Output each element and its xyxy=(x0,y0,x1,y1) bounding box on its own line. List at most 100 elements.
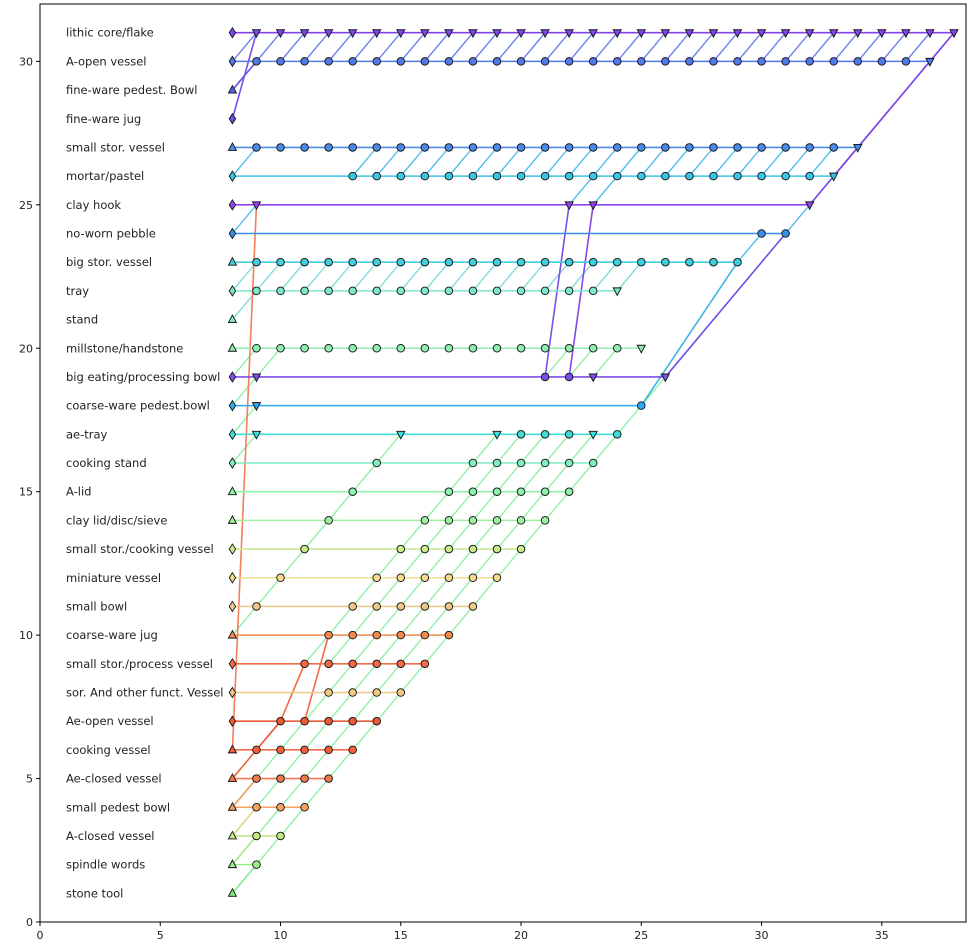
y-tick-label: 0 xyxy=(26,916,33,929)
diamond-marker xyxy=(228,428,237,441)
circle-marker xyxy=(829,57,838,66)
x-tick-label: 0 xyxy=(37,929,44,942)
triangle-down-marker xyxy=(468,29,478,39)
circle-marker xyxy=(492,458,502,468)
diagonal-link xyxy=(592,347,618,378)
circle-marker xyxy=(396,602,406,611)
circle-marker xyxy=(468,516,478,525)
row-label: mortar/pastel xyxy=(66,169,144,183)
diagonal-link xyxy=(640,32,666,62)
diagonal-link xyxy=(496,462,522,493)
row-label: no-worn pebble xyxy=(66,227,156,241)
circle-marker xyxy=(805,171,814,181)
circle-marker xyxy=(588,344,598,353)
circle-marker xyxy=(805,57,814,66)
circle-marker xyxy=(396,286,406,296)
diagonal-link xyxy=(424,548,450,579)
diagonal-link xyxy=(352,577,378,607)
diamond-marker xyxy=(228,543,237,555)
row-label: fine-ware jug xyxy=(66,112,141,126)
x-tick-label: 15 xyxy=(394,929,408,942)
y-tick-label: 10 xyxy=(19,629,33,642)
circle-marker xyxy=(324,659,333,669)
diagonal-link xyxy=(616,32,642,62)
diagonal-link xyxy=(472,491,498,521)
triangle-down-marker xyxy=(660,29,671,39)
diagonal-link xyxy=(304,519,330,550)
circle-marker xyxy=(685,171,694,181)
row-label: clay hook xyxy=(66,198,121,212)
diagonal-link xyxy=(231,376,258,407)
row-label: tray xyxy=(66,284,89,298)
diagonal-link xyxy=(376,634,402,665)
circle-marker xyxy=(564,430,574,439)
circle-marker xyxy=(324,143,333,152)
diagonal-link xyxy=(785,204,811,234)
triangle-down-marker xyxy=(925,57,935,67)
circle-marker xyxy=(396,344,406,353)
circle-marker xyxy=(444,344,454,353)
row-label: A-closed vessel xyxy=(66,829,154,843)
triangle-down-marker xyxy=(877,29,887,39)
circle-marker xyxy=(348,745,357,755)
circle-marker xyxy=(276,143,285,152)
circle-marker xyxy=(685,57,694,66)
diagonal-link xyxy=(496,146,522,177)
circle-marker xyxy=(348,659,357,669)
circle-marker xyxy=(564,487,574,496)
circle-marker xyxy=(685,143,694,152)
circle-marker xyxy=(829,143,838,152)
circle-marker xyxy=(372,716,381,726)
link-line xyxy=(231,204,258,750)
circle-marker xyxy=(492,516,502,525)
circle-marker xyxy=(661,57,670,66)
axes: 0 5 10 15 20 25 30 35 0 5 10 15 20 25 30 xyxy=(19,3,967,942)
circle-marker xyxy=(276,774,285,783)
diagonal-link xyxy=(400,605,426,636)
circle-marker xyxy=(276,831,285,841)
triangle-down-marker xyxy=(756,29,767,39)
circle-marker xyxy=(252,344,261,353)
y-tick-label: 25 xyxy=(19,199,33,212)
row-label: cooking stand xyxy=(66,456,147,470)
diagonal-link xyxy=(424,491,450,521)
x-tick-label: 35 xyxy=(875,929,889,942)
circle-marker xyxy=(661,257,670,267)
row-label: lithic core/flake xyxy=(66,26,154,40)
circle-marker xyxy=(733,257,742,267)
diagonal-link xyxy=(400,548,426,579)
circle-marker xyxy=(492,143,502,152)
circle-marker xyxy=(637,171,646,181)
triangle-up-marker xyxy=(227,84,238,94)
diagonal-link xyxy=(881,32,907,62)
diagonal-link xyxy=(231,433,258,464)
diagonal-link xyxy=(761,146,787,177)
diagonal-link xyxy=(568,146,594,177)
circle-marker xyxy=(685,257,694,267)
diagonal-link xyxy=(328,692,354,722)
diamond-marker xyxy=(228,399,237,412)
diagonal-link xyxy=(520,519,546,550)
triangle-down-marker xyxy=(708,29,719,39)
row-label: spindle words xyxy=(66,858,145,872)
circle-marker xyxy=(420,630,430,640)
diagonal-link xyxy=(400,663,426,693)
diagonal-link xyxy=(400,261,426,292)
diagonal-link xyxy=(472,577,498,607)
row-label: small bowl xyxy=(66,599,127,613)
circle-marker xyxy=(492,57,502,66)
diagonal-link xyxy=(472,519,498,550)
circle-marker xyxy=(372,458,381,468)
triangle-down-marker xyxy=(804,29,815,39)
diamond-marker xyxy=(228,227,237,240)
diagonal-link xyxy=(448,462,474,493)
circle-marker xyxy=(300,286,309,296)
circle-marker xyxy=(444,143,454,152)
link-line xyxy=(809,60,931,206)
circle-marker xyxy=(492,286,502,296)
circle-marker xyxy=(540,171,550,181)
diagonal-link xyxy=(496,491,522,521)
diagonal-link xyxy=(279,548,306,579)
triangle-up-marker xyxy=(227,629,238,639)
diagonal-link xyxy=(255,778,282,808)
